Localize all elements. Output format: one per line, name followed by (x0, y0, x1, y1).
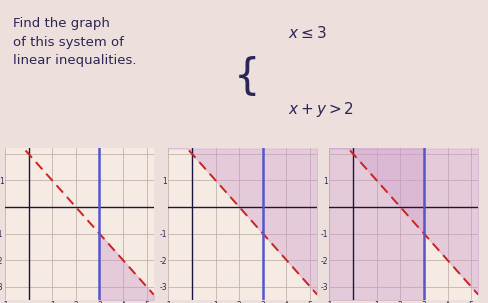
Text: $\{$: $\{$ (233, 54, 256, 98)
Text: Find the graph
of this system of
linear inequalities.: Find the graph of this system of linear … (13, 17, 136, 67)
Text: $x \leq 3$: $x \leq 3$ (288, 25, 327, 41)
Text: $x + y > 2$: $x + y > 2$ (288, 100, 354, 118)
